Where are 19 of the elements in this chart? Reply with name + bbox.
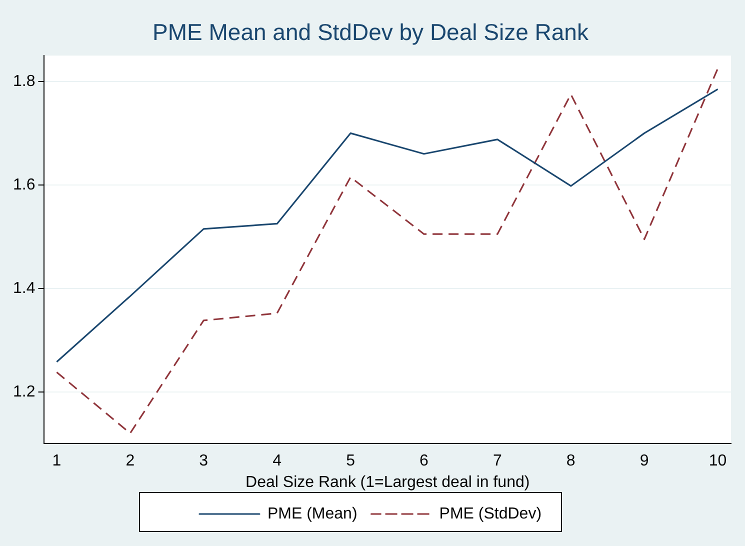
x-tick-label: 6 xyxy=(420,452,429,470)
y-tick-label: 1.2 xyxy=(12,383,36,400)
x-tick-label: 10 xyxy=(708,452,727,470)
line-series xyxy=(56,68,719,434)
legend-label: PME (StdDev) xyxy=(439,505,542,522)
x-tick-label: 8 xyxy=(566,452,576,470)
x-tick-label: 2 xyxy=(126,452,135,470)
legend-label: PME (Mean) xyxy=(267,505,358,522)
y-tick-label: 1.8 xyxy=(12,72,36,90)
chart-title: PME Mean and StdDev by Deal Size Rank xyxy=(152,19,589,46)
x-tick-label: 1 xyxy=(52,452,62,470)
x-tick-label: 5 xyxy=(346,452,356,470)
y-tick-label: 1.6 xyxy=(12,176,36,194)
x-axis-title: Deal Size Rank (1=Largest deal in fund) xyxy=(246,474,530,491)
x-tick-label: 3 xyxy=(199,452,208,470)
x-tick-label: 4 xyxy=(272,452,282,470)
x-tick-label: 7 xyxy=(492,452,502,470)
y-tick-label: 1.4 xyxy=(12,280,36,297)
x-tick-label: 9 xyxy=(640,452,649,470)
